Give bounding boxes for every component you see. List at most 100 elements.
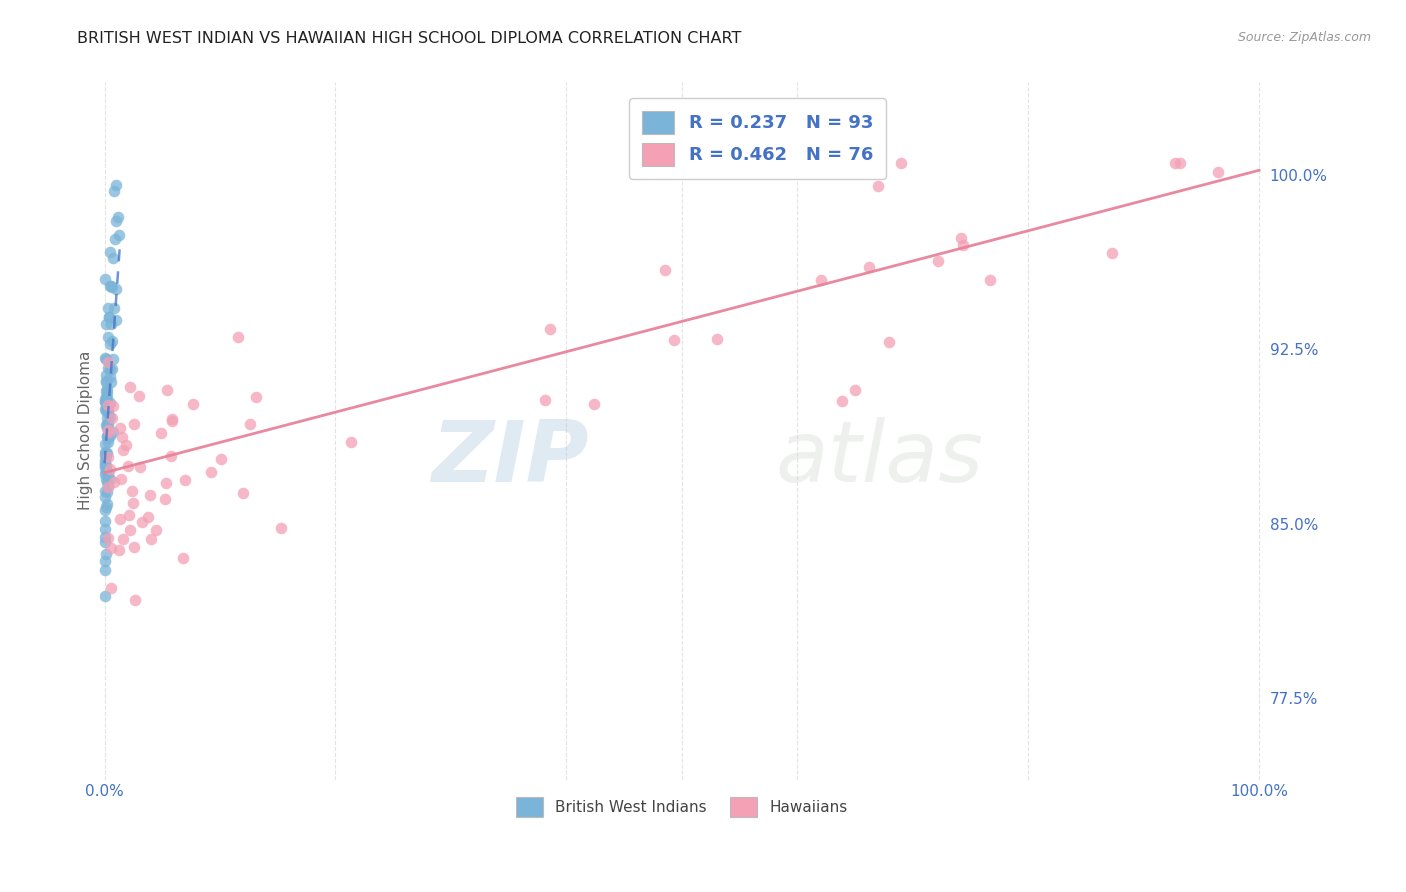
Point xyxy=(952,238,974,252)
Point xyxy=(94,368,117,382)
Point xyxy=(105,178,128,192)
Point xyxy=(93,563,115,577)
Text: BRITISH WEST INDIAN VS HAWAIIAN HIGH SCHOOL DIPLOMA CORRELATION CHART: BRITISH WEST INDIAN VS HAWAIIAN HIGH SCH… xyxy=(77,31,742,46)
Point xyxy=(101,400,124,414)
Point xyxy=(94,384,117,398)
Point xyxy=(149,425,172,440)
Text: Source: ZipAtlas.com: Source: ZipAtlas.com xyxy=(1237,31,1371,45)
Point xyxy=(94,457,117,471)
Point xyxy=(1164,156,1187,170)
Point xyxy=(96,484,118,499)
Point xyxy=(97,402,120,417)
Point xyxy=(141,532,163,546)
Point xyxy=(94,404,117,418)
Point xyxy=(96,429,118,443)
Point xyxy=(93,445,115,459)
Point xyxy=(100,581,122,595)
Point xyxy=(155,492,177,507)
Point xyxy=(94,547,117,561)
Point xyxy=(96,475,118,490)
Point xyxy=(1206,165,1229,179)
Point xyxy=(96,421,118,435)
Point xyxy=(868,179,890,194)
Point xyxy=(97,398,120,412)
Point xyxy=(890,156,912,170)
Legend: British West Indians, Hawaiians: British West Indians, Hawaiians xyxy=(508,789,856,824)
Point xyxy=(844,383,866,397)
Point xyxy=(94,449,117,463)
Point xyxy=(94,318,117,332)
Point xyxy=(97,450,120,464)
Point xyxy=(93,460,115,475)
Point xyxy=(100,278,122,293)
Point xyxy=(93,490,115,504)
Point xyxy=(94,417,117,432)
Point xyxy=(105,282,128,296)
Point xyxy=(96,472,118,486)
Point xyxy=(877,335,900,350)
Point xyxy=(97,431,120,445)
Point xyxy=(94,530,117,544)
Point xyxy=(110,512,132,526)
Point xyxy=(226,329,249,343)
Point xyxy=(96,352,118,367)
Point xyxy=(103,232,125,246)
Point xyxy=(101,425,124,440)
Point xyxy=(115,438,138,452)
Point xyxy=(858,260,880,274)
Point xyxy=(239,417,262,431)
Point xyxy=(122,417,145,431)
Point xyxy=(94,458,117,472)
Point xyxy=(100,375,122,389)
Point xyxy=(96,391,118,405)
Point xyxy=(97,480,120,494)
Point xyxy=(111,430,134,444)
Point xyxy=(927,253,949,268)
Point xyxy=(118,508,141,522)
Point xyxy=(100,337,122,351)
Point xyxy=(96,496,118,510)
Text: ZIP: ZIP xyxy=(430,417,589,500)
Point xyxy=(100,541,122,555)
Point xyxy=(98,370,121,384)
Point xyxy=(160,414,183,428)
Point xyxy=(97,425,120,439)
Point xyxy=(136,510,159,524)
Point xyxy=(98,245,121,260)
Point xyxy=(172,551,194,566)
Point xyxy=(94,390,117,404)
Point xyxy=(118,523,141,537)
Point xyxy=(94,392,117,406)
Point xyxy=(97,360,120,375)
Point xyxy=(94,452,117,467)
Point xyxy=(131,515,153,529)
Point xyxy=(97,423,120,437)
Point xyxy=(94,374,117,388)
Point xyxy=(100,280,122,294)
Point xyxy=(96,429,118,443)
Point xyxy=(654,263,676,277)
Point xyxy=(160,412,183,426)
Point xyxy=(94,351,117,365)
Point xyxy=(538,322,561,336)
Point xyxy=(156,384,179,398)
Point xyxy=(103,185,125,199)
Point xyxy=(100,362,122,376)
Point xyxy=(103,301,125,315)
Point xyxy=(160,449,183,463)
Point xyxy=(706,332,728,346)
Point xyxy=(94,401,117,416)
Point xyxy=(96,500,118,515)
Point xyxy=(98,472,121,486)
Point xyxy=(339,434,361,449)
Point xyxy=(582,397,605,411)
Point xyxy=(664,333,686,347)
Point xyxy=(94,465,117,479)
Point xyxy=(209,451,232,466)
Point xyxy=(97,301,120,315)
Point xyxy=(97,417,120,432)
Point xyxy=(103,352,125,367)
Point xyxy=(100,318,122,332)
Point xyxy=(108,421,131,435)
Point xyxy=(1101,246,1123,260)
